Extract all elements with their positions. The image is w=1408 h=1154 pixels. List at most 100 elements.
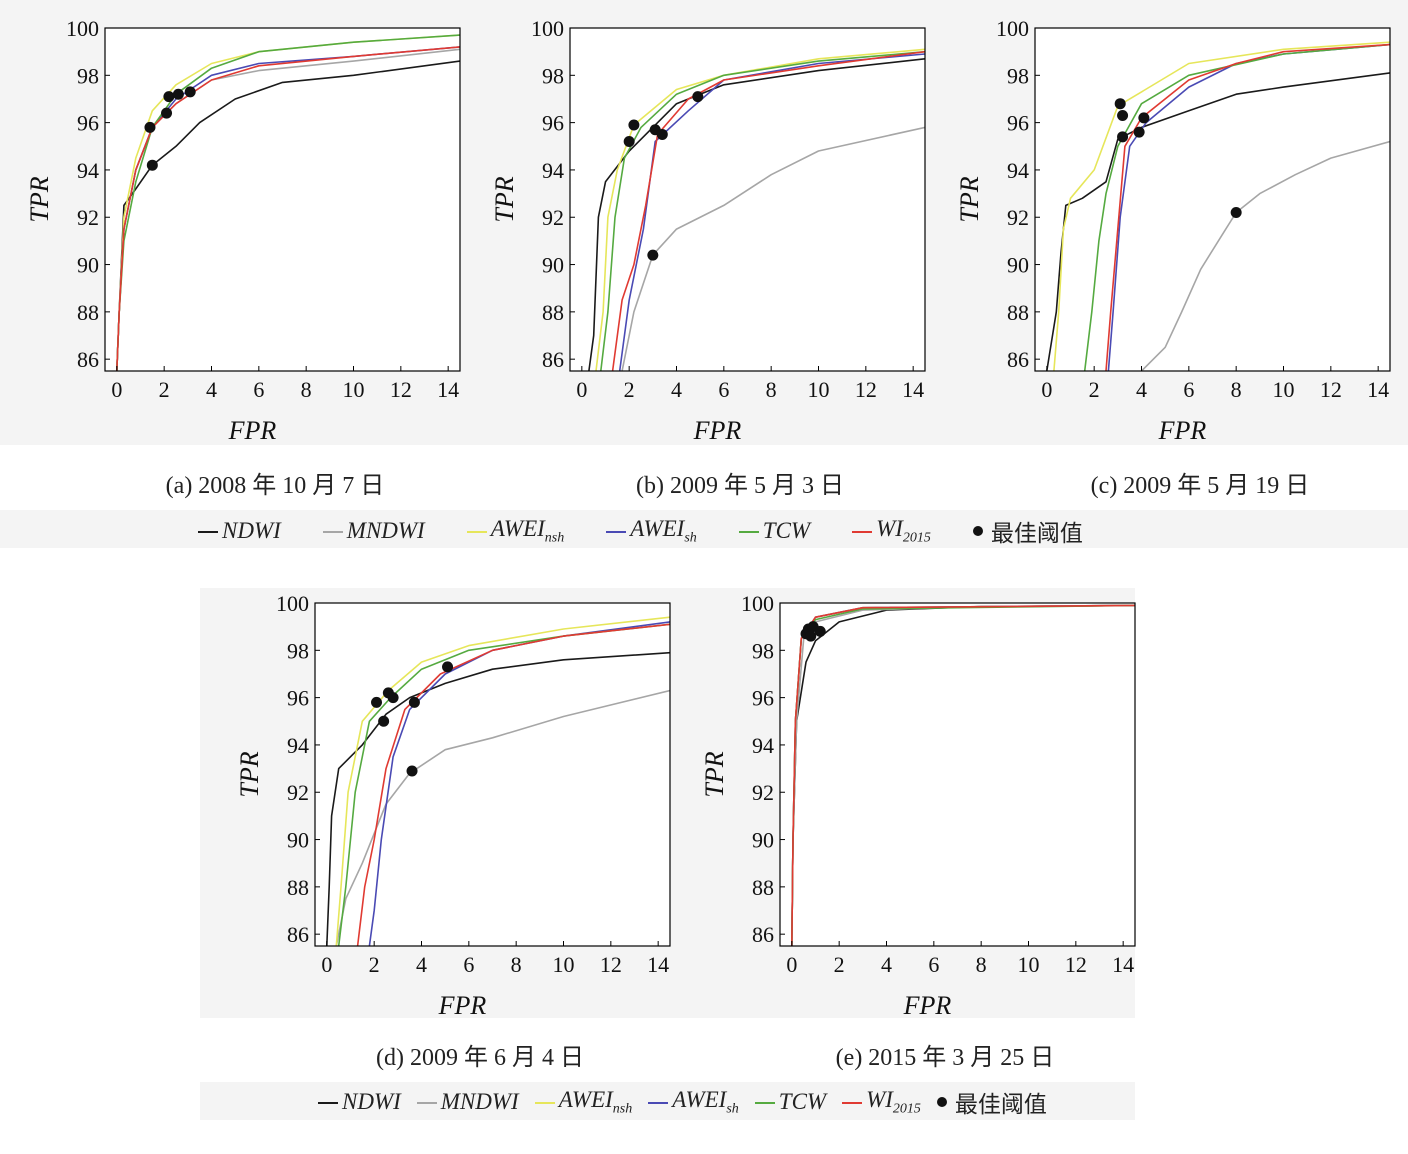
optimal-threshold-point bbox=[1230, 207, 1242, 219]
x-tick-label: 0 bbox=[576, 377, 587, 402]
series-line-ndwi bbox=[1046, 72, 1390, 371]
legend-swatch bbox=[198, 531, 218, 533]
x-tick-label: 12 bbox=[390, 377, 412, 402]
optimal-threshold-point bbox=[814, 625, 826, 637]
y-tick-label: 98 bbox=[287, 638, 309, 663]
y-tick-label: 88 bbox=[542, 300, 564, 325]
optimal-threshold-point bbox=[161, 107, 173, 119]
legend-item-aweish: AWEIsh bbox=[606, 516, 697, 547]
y-tick-label: 94 bbox=[752, 733, 774, 758]
caption-a: (a) 2008 年 10 月 7 日 bbox=[165, 473, 385, 499]
y-tick-label: 86 bbox=[542, 347, 564, 372]
y-tick-label: 88 bbox=[77, 300, 99, 325]
y-tick-label: 88 bbox=[287, 875, 309, 900]
x-tick-label: 0 bbox=[786, 952, 797, 977]
optimal-threshold-point bbox=[1114, 98, 1126, 110]
x-tick-label: 12 bbox=[600, 952, 622, 977]
optimal-threshold-point bbox=[442, 661, 454, 673]
optimal-threshold-point bbox=[1117, 131, 1129, 143]
legend-bottom: NDWI MNDWI AWEInsh AWEIsh TCW WI2015 最佳阈值 bbox=[318, 1085, 1047, 1119]
legend-label: AWEIsh bbox=[630, 515, 697, 546]
x-tick-label: 6 bbox=[253, 377, 264, 402]
y-tick-label: 92 bbox=[542, 205, 564, 230]
legend-swatch bbox=[534, 1102, 555, 1104]
bottom-legend-background bbox=[200, 1082, 1135, 1120]
x-tick-label: 4 bbox=[416, 952, 427, 977]
y-axis-label: TPR bbox=[955, 176, 984, 222]
y-tick-label: 90 bbox=[77, 253, 99, 278]
y-tick-label: 100 bbox=[741, 591, 774, 616]
x-tick-label: 6 bbox=[1183, 377, 1194, 402]
x-tick-label: 12 bbox=[855, 377, 877, 402]
optimal-threshold-point bbox=[144, 121, 156, 133]
legend-label: AWEInsh bbox=[490, 515, 565, 546]
x-tick-label: 14 bbox=[902, 377, 924, 402]
roc-chart-a: 0 2 4 6 8 10 12 14 86 88 90 92 94 96 98 100 FPR TPR bbox=[25, 16, 461, 445]
legend-label: TCW bbox=[778, 1089, 827, 1114]
legend-item-tcw: TCW bbox=[738, 518, 810, 544]
optimal-threshold-point bbox=[628, 119, 640, 131]
plot-area bbox=[105, 28, 460, 371]
plot-frame bbox=[1034, 27, 1391, 372]
x-tick-label: 8 bbox=[766, 377, 777, 402]
y-tick-label: 96 bbox=[287, 686, 309, 711]
y-tick-label: 100 bbox=[531, 16, 564, 41]
legend-item-aweish: AWEIsh bbox=[648, 1087, 739, 1118]
y-tick-label: 92 bbox=[752, 780, 774, 805]
optimal-threshold-point bbox=[406, 765, 418, 777]
x-tick-label: 8 bbox=[301, 377, 312, 402]
y-tick-label: 98 bbox=[752, 638, 774, 663]
legend-dot-icon bbox=[936, 1097, 947, 1107]
y-tick-label: 96 bbox=[752, 686, 774, 711]
x-tick-label: 2 bbox=[624, 377, 635, 402]
roc-chart-b: 0 2 4 6 8 10 12 14 86 88 90 92 94 96 98 100 FPR TPR bbox=[490, 16, 926, 445]
x-axis-label: FPR bbox=[438, 991, 487, 1020]
legend-item-wi2015: WI2015 bbox=[852, 516, 931, 547]
legend-label: NDWI bbox=[222, 518, 281, 543]
y-tick-label: 88 bbox=[1007, 300, 1029, 325]
y-tick-label: 96 bbox=[1007, 111, 1029, 136]
y-tick-label: 90 bbox=[752, 828, 774, 853]
y-tick-label: 86 bbox=[287, 922, 309, 947]
x-tick-label: 10 bbox=[343, 377, 365, 402]
optimal-threshold-point bbox=[692, 91, 704, 103]
series-line-ndwi bbox=[588, 58, 925, 371]
series-line-aweinsh bbox=[1053, 41, 1390, 371]
caption-e: (e) 2015 年 3 月 25 日 bbox=[835, 1045, 1055, 1071]
plot-frame bbox=[104, 27, 461, 372]
y-tick-label: 100 bbox=[66, 16, 99, 41]
x-tick-label: 8 bbox=[1231, 377, 1242, 402]
x-tick-label: 4 bbox=[1136, 377, 1147, 402]
legend-item-mndwi: MNDWI bbox=[322, 518, 425, 544]
plot-area bbox=[780, 603, 1135, 946]
y-tick-label: 90 bbox=[287, 828, 309, 853]
legend-label: WI2015 bbox=[866, 1086, 921, 1117]
x-tick-label: 6 bbox=[463, 952, 474, 977]
legend-swatch bbox=[738, 531, 759, 533]
legend-label: 最佳阈值 bbox=[954, 1092, 1047, 1117]
series-line-ndwi bbox=[326, 651, 670, 946]
plot-area bbox=[1035, 28, 1390, 371]
x-tick-label: 10 bbox=[553, 952, 575, 977]
x-tick-label: 14 bbox=[1367, 377, 1389, 402]
x-tick-label: 14 bbox=[437, 377, 459, 402]
series-line-wi2015 bbox=[791, 604, 1135, 946]
y-tick-label: 88 bbox=[752, 875, 774, 900]
legend-item-optimal-threshold: 最佳阈值 bbox=[936, 1085, 1047, 1119]
optimal-threshold-point bbox=[163, 91, 175, 103]
optimal-threshold-point bbox=[172, 88, 184, 100]
legend-swatch bbox=[466, 531, 487, 533]
y-axis-label: TPR bbox=[490, 176, 519, 222]
optimal-threshold-point bbox=[408, 696, 420, 708]
legend-swatch bbox=[322, 531, 343, 533]
x-tick-label: 2 bbox=[834, 952, 845, 977]
series-group bbox=[791, 604, 1135, 946]
x-axis-label: FPR bbox=[693, 416, 742, 445]
y-tick-label: 92 bbox=[77, 205, 99, 230]
optimal-threshold-point bbox=[1133, 126, 1145, 138]
x-tick-label: 14 bbox=[1112, 952, 1134, 977]
x-tick-label: 6 bbox=[928, 952, 939, 977]
x-axis-label: FPR bbox=[1158, 416, 1207, 445]
series-line-mndwi bbox=[621, 126, 925, 371]
x-axis-label: FPR bbox=[228, 416, 277, 445]
